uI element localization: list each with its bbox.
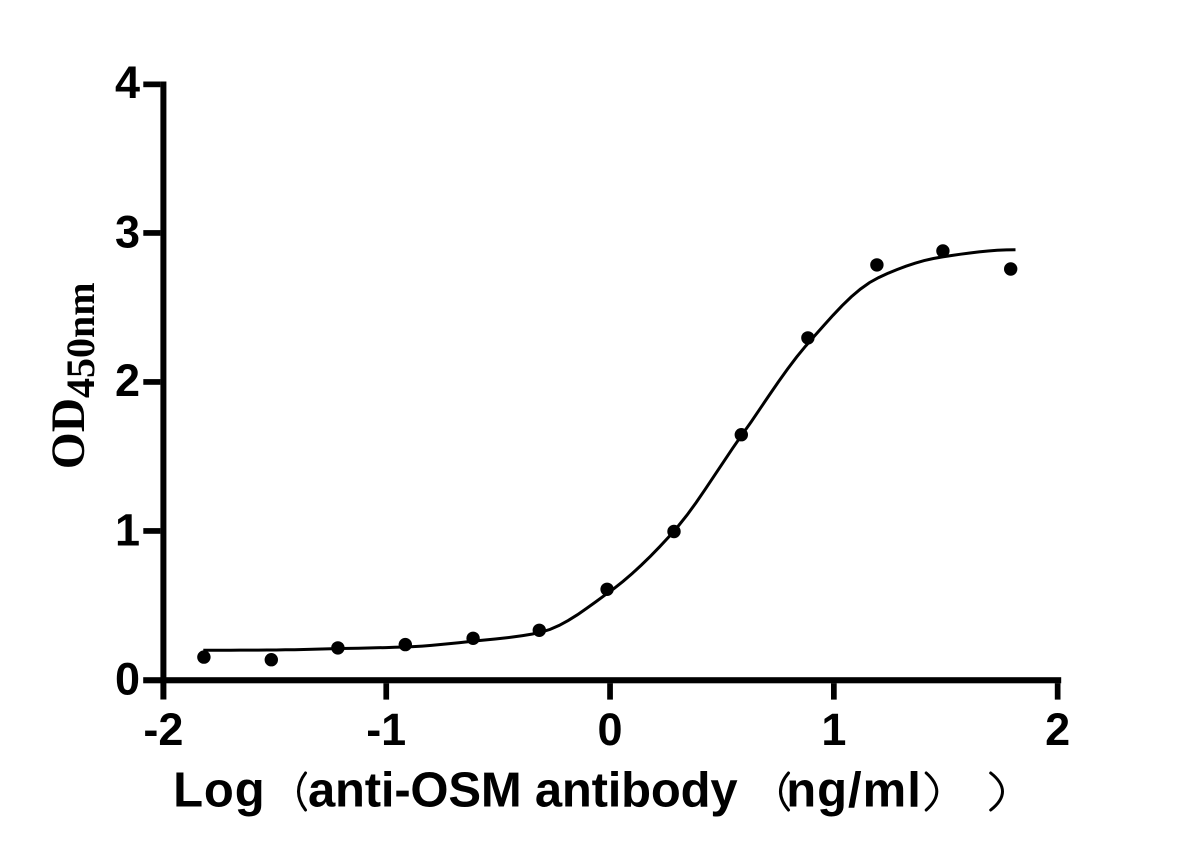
svg-text:0: 0 (115, 653, 140, 704)
svg-text:2: 2 (115, 355, 140, 406)
svg-text:OD450nm: OD450nm (43, 282, 103, 469)
svg-text:ng/ml: ng/ml (786, 764, 922, 818)
svg-text:anti-OSM antibody: anti-OSM antibody (308, 764, 737, 818)
svg-text:1: 1 (115, 505, 140, 556)
svg-text:1: 1 (821, 704, 846, 755)
svg-text:3: 3 (115, 206, 140, 257)
svg-text:-1: -1 (366, 704, 406, 755)
svg-text:-2: -2 (143, 704, 183, 755)
svg-text:2: 2 (1045, 704, 1070, 755)
svg-text:Log: Log (173, 764, 266, 818)
svg-text:0: 0 (597, 704, 622, 755)
svg-text:4: 4 (115, 57, 140, 108)
